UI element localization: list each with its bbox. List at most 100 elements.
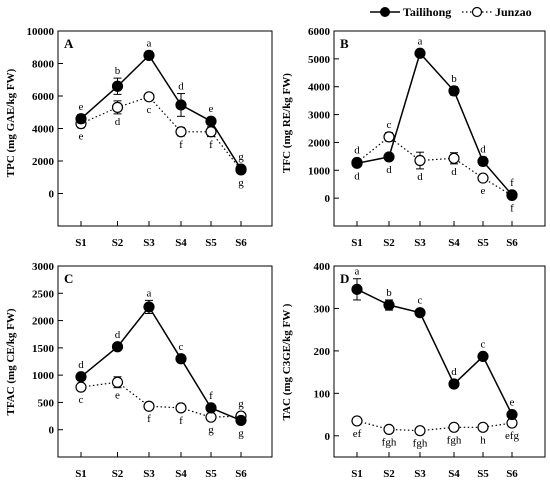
panel-d-point-tailihong (351, 283, 363, 295)
panel-a-point-tailihong (111, 80, 124, 92)
panel-a-point-tailihong (143, 49, 155, 61)
panel-a-letter-tailihong: e (79, 101, 84, 113)
panel-b-letter-junzao: e (481, 185, 486, 197)
panel-b-point-junzao (477, 172, 489, 184)
panel-a-point-tailihong (235, 163, 247, 175)
panel-d-point-junzao (448, 421, 460, 433)
panel-b-letter-tailihong: d (480, 143, 486, 155)
panel-b-point-junzao (448, 152, 460, 164)
panel-a: A 0 2000 4000 6000 8000 10000 S1 S2 S3 S4 S5 S6 TPC (… (5, 26, 273, 249)
panel-c-xtick-label: S5 (205, 468, 217, 480)
panel-d-letter-tailihong: e (510, 397, 515, 409)
panel-d-point-junzao (414, 425, 426, 437)
panel-d-letter-tailihong: b (386, 287, 392, 299)
panel-a-line-tailihong (80, 54, 242, 170)
panel-c-letter-tailihong: d (115, 329, 121, 341)
panel-c-point-tailihong (235, 414, 247, 427)
panel-b-letter-junzao: d (417, 171, 423, 183)
panel-c-ytick-label: 0 (49, 425, 55, 437)
panel-c-point-tailihong (205, 402, 217, 414)
panel-d-xtick-label: S5 (477, 468, 489, 480)
panel-c-letter-tailihong: c (179, 341, 184, 353)
panel-a-label: A (64, 36, 74, 51)
panel-a-xtick-label: S6 (235, 237, 247, 249)
panel-c-letter-tailihong: f (209, 390, 213, 402)
panel-c-point-junzao (143, 400, 155, 412)
panel-d-xtick-label: S3 (414, 468, 426, 480)
panel-c-label: C (64, 271, 73, 286)
panel-b-label: B (340, 36, 349, 51)
legend-label-junzao: Junzao (495, 5, 532, 19)
panel-a-point-tailihong (205, 115, 217, 127)
panel-b-letter-tailihong: a (418, 35, 423, 47)
panel-b-ytick-label: 4000 (308, 82, 331, 94)
panel-d-ylabel: TAC (mg C3GE/kg FW ) (281, 303, 293, 420)
panel-a-letter-junzao: d (115, 116, 121, 128)
panel-a-ytick-label: 6000 (32, 91, 55, 103)
panel-c-letter-junzao: e (115, 390, 120, 402)
panel-a-point-junzao (143, 91, 155, 103)
panel-a-letter-junzao: f (179, 139, 183, 151)
panel-d-letter-tailihong: c (418, 295, 423, 307)
panel-c-point-junzao (111, 376, 124, 388)
panel-c-point-tailihong (175, 353, 187, 365)
panel-d-point-junzao (477, 421, 489, 433)
panel-c-point-junzao (75, 381, 87, 393)
panel-b-xtick-label: S1 (351, 237, 363, 249)
panel-d-point-tailihong (448, 378, 460, 390)
panel-a-xtick-label: S1 (75, 237, 87, 249)
panel-a-frame (57, 30, 273, 227)
panel-a-xtick-label: S4 (175, 237, 187, 249)
panel-b-xtick-label: S3 (414, 237, 426, 249)
panel-a-ylabel: TPC (mg GAE/kg FW) (5, 68, 17, 177)
panel-d-ytick-label: 0 (325, 431, 331, 443)
panel-b-point-junzao (383, 131, 395, 143)
panel-a-letter-junzao: g (238, 177, 244, 189)
panel-b-ytick-label: 0 (325, 193, 331, 205)
legend-marker-tailihong (380, 7, 390, 17)
panel-d-point-junzao (383, 423, 395, 436)
panel-c-point-tailihong (143, 301, 155, 313)
panel-b-letter-tailihong: d (386, 164, 392, 176)
panel-b-letter-tailihong: d (354, 170, 360, 182)
panel-b-letter-tailihong: f (510, 177, 514, 189)
panel-d-line-junzao (356, 420, 513, 432)
panel-b-ytick-label: 3000 (308, 110, 331, 122)
panel-c-letter-tailihong: g (238, 427, 244, 439)
panel-b-ytick-label: 6000 (308, 26, 331, 38)
panel-c-ytick-label: 1000 (32, 370, 55, 382)
panel-c-frame (57, 265, 273, 458)
panel-b-letter-junzao: c (387, 119, 392, 131)
panel-a-point-junzao (111, 101, 124, 113)
panel-c-xtick-label: S1 (75, 468, 87, 480)
panel-d-xtick-label: S2 (383, 468, 395, 480)
panel-d-point-tailihong (383, 299, 395, 311)
legend-label-tailihong: Tailihong (403, 5, 451, 19)
panel-d-letter-junzao: fgh (413, 438, 428, 450)
panel-d-point-tailihong (414, 307, 426, 319)
panel-b-point-tailihong (448, 85, 460, 97)
panel-c-line-tailihong (80, 305, 242, 422)
panel-d-xtick-label: S6 (506, 468, 518, 480)
panel-d-line-tailihong (356, 288, 513, 415)
panel-b-point-tailihong (351, 157, 363, 169)
panel-a-letter-tailihong: d (178, 81, 184, 93)
panel-d-xtick-label: S4 (448, 468, 460, 480)
panel-b-letter-tailihong: b (451, 73, 457, 85)
panel-d-ytick-label: 400 (314, 261, 331, 273)
panel-d-letter-tailihong: c (481, 338, 486, 350)
panel-b-ytick-label: 5000 (308, 54, 331, 66)
panel-d-ytick-label: 200 (314, 346, 331, 358)
panel-b: B 0 1000 2000 3000 4000 5000 6000 S1 S2 S3 S4 S5 S6 TF… (281, 26, 546, 249)
panel-a-ytick-label: 0 (49, 189, 55, 201)
panel-d-letter-junzao: fgh (382, 436, 397, 448)
panel-a-point-junzao (175, 126, 187, 138)
panel-a-letter-tailihong: e (209, 103, 214, 115)
panel-d-label: D (340, 271, 349, 286)
panel-b-xtick-label: S6 (506, 237, 518, 249)
panel-c-letter-junzao: f (179, 415, 183, 427)
panel-c-xtick-label: S6 (235, 468, 247, 480)
panel-a-point-tailihong (175, 99, 187, 111)
panel-c: C 0 500 1000 1500 2000 2500 3000 S1 S2 S3 S4 S5 S6 TFA… (5, 261, 273, 480)
